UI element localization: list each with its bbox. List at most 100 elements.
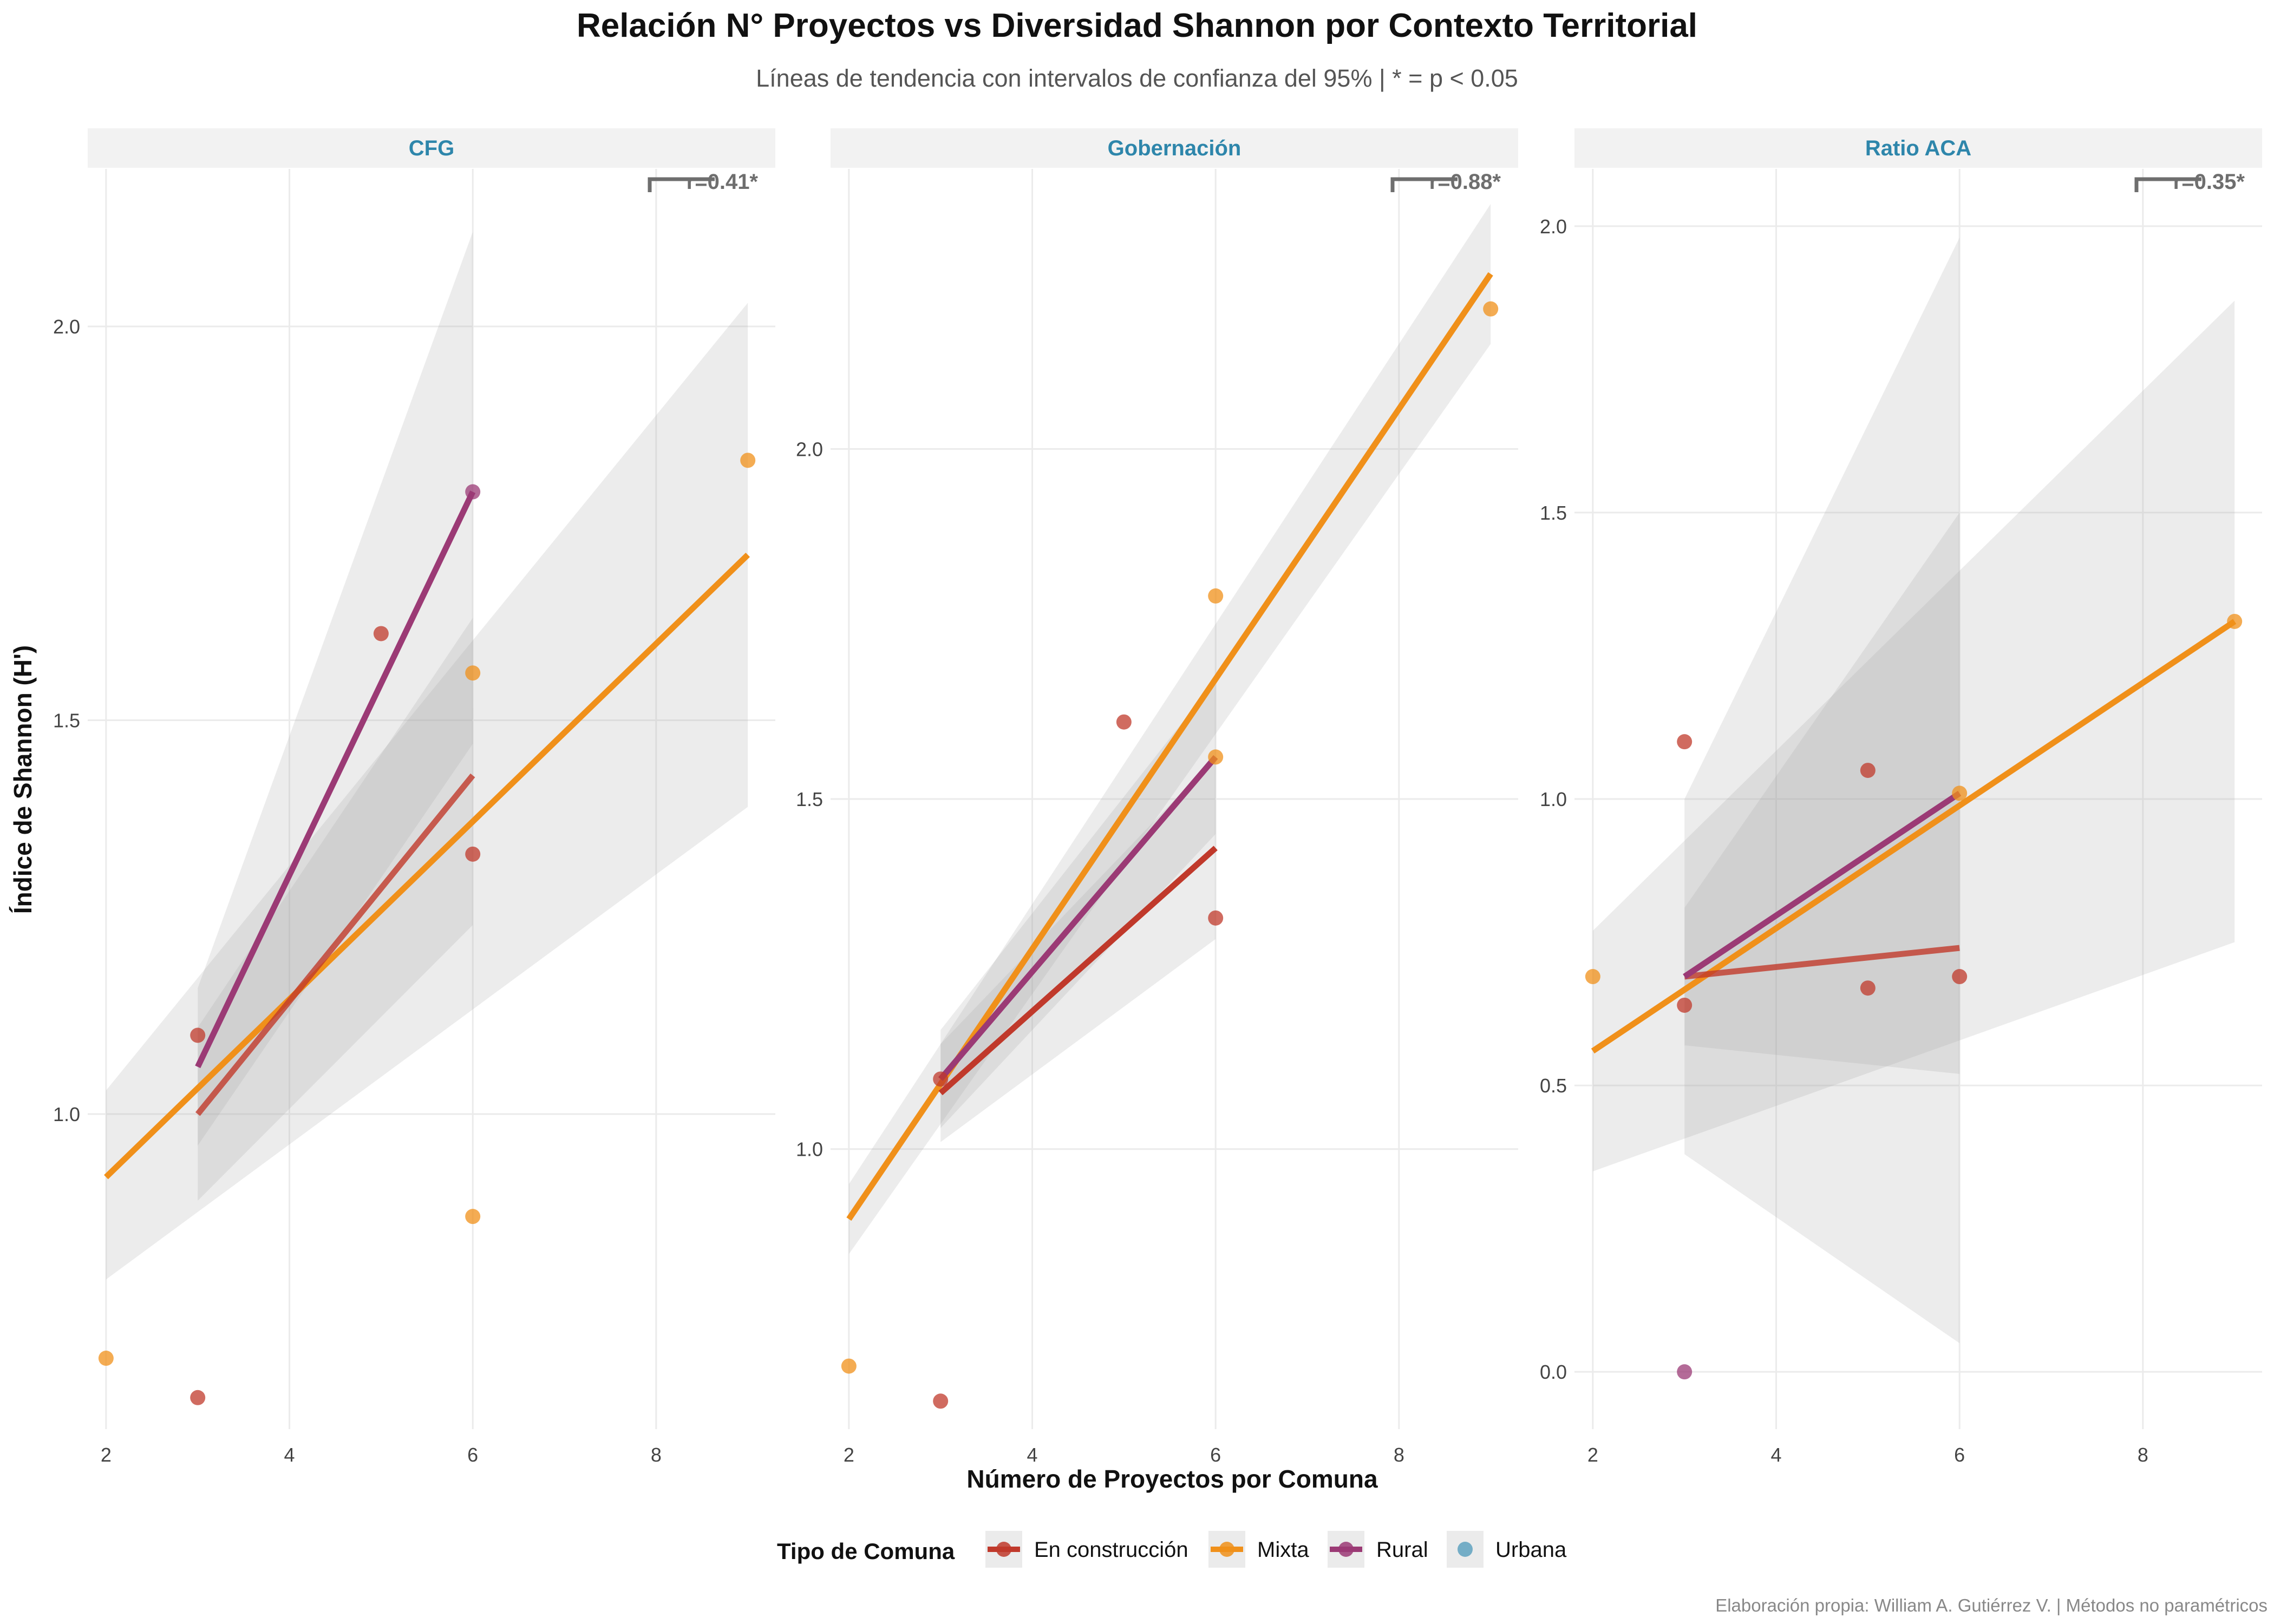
ci-band-mixta bbox=[848, 204, 1491, 1254]
y-tick-label: 1.0 bbox=[796, 1138, 823, 1161]
legend-item-mixta: Mixta bbox=[1208, 1531, 1309, 1568]
legend-key-point bbox=[996, 1542, 1011, 1557]
ci-band-mixta bbox=[106, 303, 748, 1280]
data-point-en-construccion bbox=[1860, 980, 1876, 996]
data-point-rural bbox=[1677, 1364, 1693, 1380]
strip-background bbox=[88, 128, 775, 168]
x-axis-title: Número de Proyectos por Comuna bbox=[966, 1465, 1378, 1493]
data-point-mixta bbox=[740, 453, 756, 468]
data-point-mixta bbox=[98, 1351, 114, 1366]
legend-item-en-construccion: En construcción bbox=[985, 1531, 1188, 1568]
x-tick-label: 4 bbox=[284, 1444, 295, 1466]
data-point-en-construccion bbox=[933, 1393, 949, 1409]
legend: Tipo de Comuna En construcción Mixta Rural U… bbox=[777, 1531, 1567, 1568]
trend-line-en-construccion bbox=[1684, 945, 1960, 980]
y-tick-label: 2.0 bbox=[53, 316, 80, 338]
data-point-en-construccion bbox=[190, 1027, 206, 1043]
correlation-annotation-ratio-aca: r=0.35* bbox=[2173, 170, 2245, 194]
data-point-en-construccion bbox=[1116, 714, 1132, 730]
data-point-en-construccion bbox=[465, 846, 481, 862]
data-point-mixta bbox=[1208, 749, 1224, 765]
legend-key-point bbox=[1219, 1542, 1234, 1557]
y-tick-label: 0.5 bbox=[1540, 1075, 1567, 1097]
chart-title: Relación N° Proyectos vs Diversidad Shan… bbox=[577, 7, 1697, 44]
y-tick-label: 1.5 bbox=[53, 710, 80, 732]
y-tick-label: 1.0 bbox=[53, 1103, 80, 1125]
data-point-en-construccion bbox=[1677, 997, 1693, 1013]
panel-gobernacion: Gobernación 2 4 6 8 1.0 1.5 2.0 r=0.88* bbox=[796, 128, 1518, 1466]
panel-cfg: CFG 2 4 6 8 1.0 1.5 2.0 r=0.41* bbox=[53, 128, 775, 1466]
trend-line-rural bbox=[195, 490, 476, 1069]
x-tick-label: 8 bbox=[1394, 1444, 1404, 1466]
trend-line-en-construccion bbox=[938, 846, 1218, 1096]
chart-caption: Elaboración propia: William A. Gutiérrez… bbox=[1715, 1595, 2268, 1615]
trend-line-en-construccion bbox=[195, 773, 475, 1116]
facet-panels: CFG 2 4 6 8 1.0 1.5 2.0 r=0.41* Gobernación 2 4 6 8 1.… bbox=[53, 128, 2262, 1466]
x-tick-label: 4 bbox=[1027, 1444, 1038, 1466]
legend-label: Urbana bbox=[1495, 1538, 1567, 1562]
legend-key-point bbox=[1338, 1542, 1354, 1557]
x-tick-label: 2 bbox=[1587, 1444, 1598, 1466]
data-point-mixta bbox=[1483, 301, 1499, 317]
y-tick-label: 0.0 bbox=[1540, 1361, 1567, 1383]
strip-label-cfg: CFG bbox=[409, 136, 454, 160]
x-tick-label: 6 bbox=[1954, 1444, 1965, 1466]
panel-ratio-aca: Ratio ACA 2 4 6 8 0.0 0.5 1.0 1.5 2.0 r=0.35* bbox=[1540, 128, 2262, 1466]
data-point-en-construccion bbox=[1860, 763, 1876, 778]
y-tick-label: 1.5 bbox=[1540, 502, 1567, 524]
trend-line-mixta bbox=[1591, 619, 2237, 1054]
data-point-en-construccion bbox=[1952, 969, 1968, 985]
correlation-annotation-gobernacion: r=0.88* bbox=[1429, 170, 1501, 194]
data-point-en-construccion bbox=[1677, 734, 1693, 750]
strip-label-ratio-aca: Ratio ACA bbox=[1865, 136, 1971, 160]
data-point-mixta bbox=[465, 1209, 481, 1224]
x-tick-label: 6 bbox=[467, 1444, 478, 1466]
y-tick-label: 1.0 bbox=[1540, 788, 1567, 810]
strip-background bbox=[1574, 128, 2262, 168]
data-point-mixta bbox=[1208, 588, 1224, 604]
data-point-en-construccion bbox=[190, 1390, 206, 1405]
data-point-mixta bbox=[2227, 613, 2243, 629]
ci-band-en-construccion bbox=[940, 757, 1216, 1142]
annotation-bracket bbox=[648, 177, 715, 192]
legend-title: Tipo de Comuna bbox=[777, 1538, 955, 1564]
trend-line-mixta bbox=[104, 553, 750, 1180]
x-tick-label: 2 bbox=[101, 1444, 112, 1466]
legend-label: Rural bbox=[1376, 1538, 1428, 1562]
data-point-mixta bbox=[465, 665, 481, 681]
data-point-mixta bbox=[1952, 785, 1968, 801]
legend-label: En construcción bbox=[1034, 1538, 1188, 1562]
data-point-en-construccion bbox=[933, 1071, 949, 1087]
ci-band-en-construccion bbox=[1684, 237, 1960, 1344]
ci-band-rural bbox=[940, 680, 1216, 1128]
strip-label-gobernacion: Gobernación bbox=[1108, 136, 1241, 160]
legend-label: Mixta bbox=[1257, 1538, 1309, 1562]
x-tick-label: 8 bbox=[651, 1444, 662, 1466]
data-point-mixta bbox=[1585, 969, 1600, 985]
strip-background bbox=[831, 128, 1518, 168]
data-point-en-construccion bbox=[373, 626, 389, 641]
legend-item-rural: Rural bbox=[1328, 1531, 1428, 1568]
data-point-en-construccion bbox=[1208, 910, 1224, 926]
x-tick-label: 2 bbox=[844, 1444, 854, 1466]
data-point-rural bbox=[465, 484, 481, 500]
ci-band-mixta bbox=[1592, 300, 2235, 1171]
legend-item-urbana: Urbana bbox=[1447, 1531, 1567, 1568]
chart-subtitle: Líneas de tendencia con intervalos de co… bbox=[756, 64, 1518, 92]
data-point-mixta bbox=[841, 1358, 857, 1374]
y-tick-label: 2.0 bbox=[796, 438, 823, 460]
trend-line-rural bbox=[938, 755, 1218, 1081]
annotation-bracket bbox=[1390, 177, 1458, 192]
legend-key-point bbox=[1458, 1542, 1473, 1557]
x-tick-label: 6 bbox=[1210, 1444, 1221, 1466]
y-tick-label: 2.0 bbox=[1540, 215, 1567, 238]
trend-line-rural bbox=[1683, 790, 1962, 979]
y-axis-title: Índice de Shannon (H') bbox=[9, 645, 37, 914]
x-tick-label: 4 bbox=[1771, 1444, 1782, 1466]
correlation-annotation-cfg: r=0.41* bbox=[687, 170, 759, 194]
ci-band-en-construccion bbox=[198, 618, 473, 1201]
x-tick-label: 8 bbox=[2138, 1444, 2148, 1466]
annotation-bracket bbox=[2134, 177, 2201, 192]
y-tick-label: 1.5 bbox=[796, 788, 823, 810]
